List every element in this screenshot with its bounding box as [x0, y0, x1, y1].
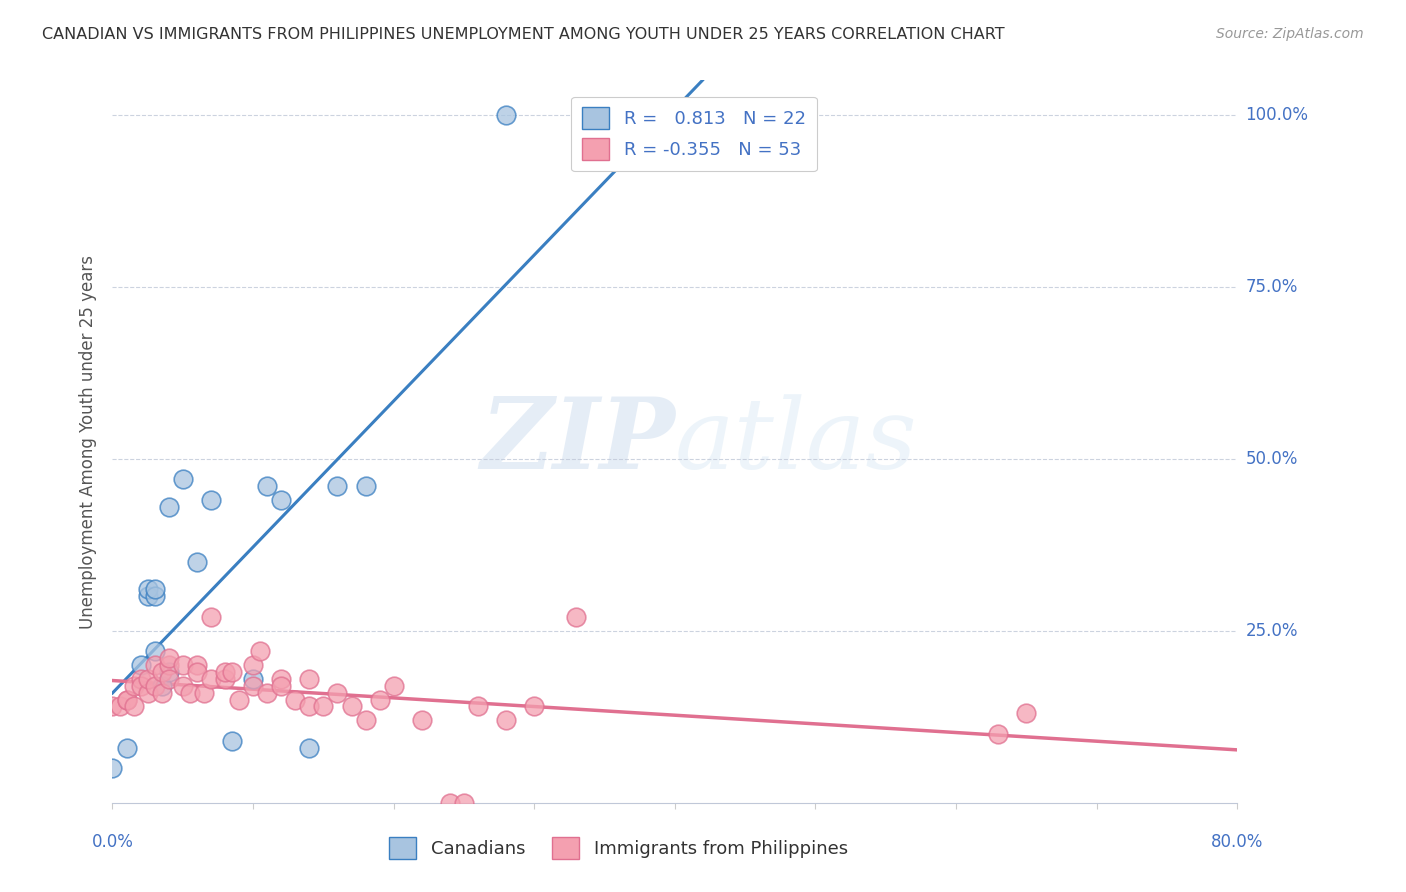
- Point: [136, 582, 159, 597]
- Point: [298, 672, 321, 686]
- Point: [150, 679, 173, 693]
- Point: [143, 590, 166, 604]
- Point: [242, 679, 264, 693]
- Point: [122, 699, 145, 714]
- Point: [242, 672, 264, 686]
- Point: [221, 665, 243, 679]
- Point: [495, 108, 517, 122]
- Text: CANADIAN VS IMMIGRANTS FROM PHILIPPINES UNEMPLOYMENT AMONG YOUTH UNDER 25 YEARS : CANADIAN VS IMMIGRANTS FROM PHILIPPINES …: [42, 27, 1005, 42]
- Point: [186, 555, 208, 569]
- Point: [101, 761, 124, 775]
- Point: [326, 686, 349, 700]
- Point: [136, 672, 159, 686]
- Point: [172, 658, 194, 673]
- Point: [368, 692, 391, 706]
- Point: [108, 699, 131, 714]
- Text: 50.0%: 50.0%: [1246, 450, 1298, 467]
- Point: [115, 692, 138, 706]
- Point: [1015, 706, 1038, 721]
- Point: [354, 479, 377, 493]
- Text: Source: ZipAtlas.com: Source: ZipAtlas.com: [1216, 27, 1364, 41]
- Point: [150, 686, 173, 700]
- Point: [523, 699, 546, 714]
- Point: [200, 672, 222, 686]
- Point: [987, 727, 1010, 741]
- Point: [270, 672, 292, 686]
- Point: [172, 679, 194, 693]
- Text: atlas: atlas: [675, 394, 918, 489]
- Text: 80.0%: 80.0%: [1211, 833, 1264, 851]
- Point: [150, 665, 173, 679]
- Point: [129, 679, 152, 693]
- Point: [312, 699, 335, 714]
- Point: [326, 479, 349, 493]
- Point: [411, 713, 433, 727]
- Point: [157, 651, 180, 665]
- Point: [129, 658, 152, 673]
- Point: [221, 734, 243, 748]
- Y-axis label: Unemployment Among Youth under 25 years: Unemployment Among Youth under 25 years: [79, 254, 97, 629]
- Point: [186, 665, 208, 679]
- Point: [200, 610, 222, 624]
- Point: [256, 479, 278, 493]
- Point: [214, 672, 236, 686]
- Legend: Canadians, Immigrants from Philippines: Canadians, Immigrants from Philippines: [382, 830, 855, 866]
- Point: [214, 665, 236, 679]
- Point: [298, 699, 321, 714]
- Point: [193, 686, 215, 700]
- Point: [284, 692, 307, 706]
- Point: [101, 699, 124, 714]
- Point: [157, 658, 180, 673]
- Point: [186, 658, 208, 673]
- Point: [354, 713, 377, 727]
- Text: 25.0%: 25.0%: [1246, 622, 1298, 640]
- Point: [157, 665, 180, 679]
- Text: 75.0%: 75.0%: [1246, 277, 1298, 296]
- Point: [228, 692, 250, 706]
- Point: [136, 590, 159, 604]
- Point: [439, 796, 461, 810]
- Point: [242, 658, 264, 673]
- Point: [270, 493, 292, 508]
- Point: [249, 644, 271, 658]
- Text: ZIP: ZIP: [479, 393, 675, 490]
- Point: [143, 679, 166, 693]
- Point: [143, 658, 166, 673]
- Point: [256, 686, 278, 700]
- Point: [115, 692, 138, 706]
- Point: [157, 672, 180, 686]
- Point: [143, 644, 166, 658]
- Point: [172, 472, 194, 486]
- Point: [565, 610, 588, 624]
- Point: [115, 740, 138, 755]
- Point: [382, 679, 405, 693]
- Text: 100.0%: 100.0%: [1246, 105, 1309, 124]
- Point: [122, 679, 145, 693]
- Point: [179, 686, 201, 700]
- Point: [157, 500, 180, 514]
- Point: [467, 699, 489, 714]
- Point: [270, 679, 292, 693]
- Point: [340, 699, 363, 714]
- Point: [143, 582, 166, 597]
- Point: [200, 493, 222, 508]
- Point: [129, 672, 152, 686]
- Point: [136, 686, 159, 700]
- Point: [495, 713, 517, 727]
- Point: [298, 740, 321, 755]
- Text: 0.0%: 0.0%: [91, 833, 134, 851]
- Point: [453, 796, 475, 810]
